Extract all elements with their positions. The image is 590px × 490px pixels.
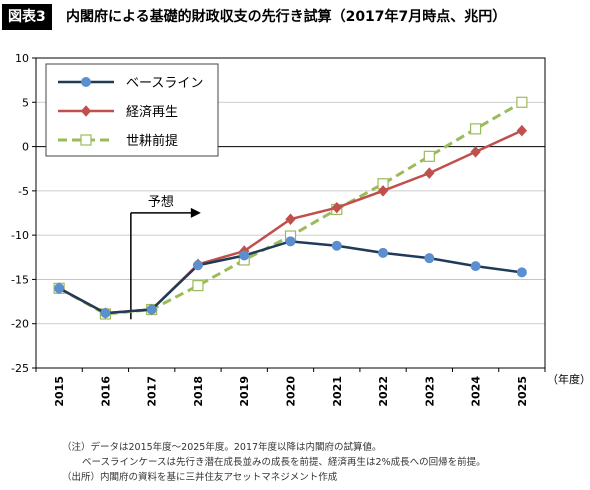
forecast-label: 予想	[148, 194, 174, 210]
x-tick-label: 2025	[516, 376, 529, 407]
data-point	[516, 96, 528, 108]
data-point	[54, 283, 65, 294]
data-point	[192, 260, 203, 271]
x-tick-label: 2016	[99, 376, 112, 407]
legend-label: 経済再生	[126, 104, 178, 120]
data-point	[470, 261, 481, 272]
series-1	[54, 236, 527, 319]
note-line-2: ベースラインケースは先行き潜在成長並みの成長を前提、経済再生は2%成長への回帰を…	[82, 457, 486, 468]
legend-label: 世耕前提	[126, 133, 178, 149]
data-point	[331, 240, 342, 251]
x-tick-label: 2015	[53, 376, 66, 407]
plot-border	[35, 57, 546, 369]
legend-item: 経済再生	[58, 104, 178, 120]
legend-item: 世耕前提	[58, 133, 178, 149]
note-source: （出所）内閣府の資料を基に三井住友アセットマネジメント作成	[62, 472, 338, 483]
x-axis-label: （年度）	[547, 372, 590, 386]
legend-marker	[80, 105, 92, 117]
x-tick-label: 2018	[192, 376, 205, 407]
notes: （注）データは2015年度～2025年度。2017年度以降は内閣府の試算値。 ベ…	[62, 440, 486, 485]
data-point	[285, 236, 296, 247]
data-point	[146, 304, 157, 315]
x-tick-label: 2021	[331, 376, 344, 407]
y-axis: 10 5 0 -5 -10 -15 -20 -25	[11, 52, 36, 375]
y-tick-label: 0	[22, 141, 29, 154]
data-point	[378, 247, 389, 258]
y-tick-label: -25	[11, 362, 29, 375]
forecast-arrow-head	[190, 207, 201, 218]
data-point	[469, 123, 482, 135]
data-point	[100, 308, 111, 319]
legend-marker	[81, 77, 91, 87]
data-point	[331, 201, 342, 214]
data-point	[377, 185, 389, 197]
data-point	[239, 250, 250, 261]
data-point	[423, 150, 435, 162]
legend-marker	[80, 134, 92, 146]
series-group	[53, 96, 528, 320]
y-tick-label: 10	[15, 52, 29, 65]
x-tick-label: 2017	[146, 376, 159, 407]
data-point	[516, 267, 527, 278]
data-point	[285, 213, 296, 225]
series-line	[58, 240, 523, 315]
x-tick-label: 2020	[285, 376, 298, 407]
y-tick-label: -20	[11, 318, 29, 331]
y-tick-label: -5	[18, 185, 29, 198]
data-point	[424, 167, 435, 179]
x-axis: 2015 2016 2017 2018 2019 2020 2021 2022 2023 2024…	[35, 368, 590, 407]
legend-item: ベースライン	[58, 76, 203, 91]
legend-label: ベースライン	[126, 76, 203, 91]
figure-tag: 図表3	[2, 4, 52, 30]
y-tick-label: -10	[11, 229, 29, 242]
data-point	[470, 146, 481, 158]
x-tick-label: 2022	[377, 376, 390, 407]
x-tick-label: 2024	[470, 376, 483, 407]
data-point	[192, 280, 204, 292]
x-tick-label: 2019	[238, 376, 251, 407]
chart-title: 内閣府による基礎的財政収支の先行き試算（2017年7月時点、兆円）	[66, 9, 507, 25]
y-tick-label: 5	[22, 96, 29, 109]
note-line-1: （注）データは2015年度～2025年度。2017年度以降は内閣府の試算値。	[62, 442, 382, 453]
x-tick-label: 2023	[423, 376, 436, 407]
data-point	[516, 124, 528, 137]
data-point	[424, 253, 435, 264]
y-tick-label: -15	[11, 273, 29, 286]
header: 図表3 内閣府による基礎的財政収支の先行き試算（2017年7月時点、兆円）	[0, 0, 590, 36]
forecast-annotation: 予想	[130, 194, 201, 320]
plot-area	[35, 57, 546, 369]
